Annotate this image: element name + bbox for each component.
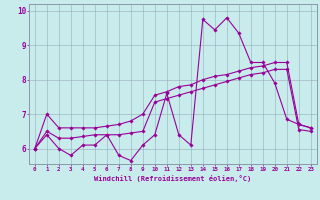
X-axis label: Windchill (Refroidissement éolien,°C): Windchill (Refroidissement éolien,°C) (94, 175, 252, 182)
